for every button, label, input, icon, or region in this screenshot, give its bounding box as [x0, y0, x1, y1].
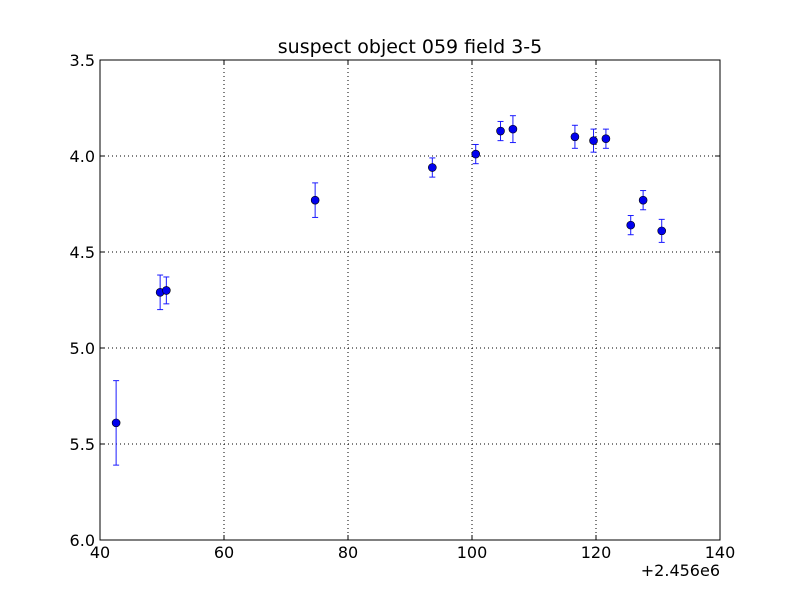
axes-frame — [99, 59, 721, 541]
data-point — [626, 220, 636, 230]
x-axis-offset-label: +2.456e6 — [641, 561, 720, 580]
chart-title: suspect object 059 field 3-5 — [278, 36, 543, 58]
x-tick-label: 100 — [457, 543, 488, 562]
data-point — [496, 126, 505, 136]
data-point — [570, 132, 580, 142]
x-tick-label: 120 — [581, 543, 612, 562]
y-tick-label: 5.0 — [70, 339, 95, 358]
data-point — [471, 149, 481, 159]
y-tick-label: 3.5 — [70, 51, 95, 70]
x-tick-labels: 40 60 80 100 120 140 — [90, 543, 735, 562]
x-tick-label: 40 — [90, 543, 110, 562]
data-point — [638, 195, 648, 205]
data-point — [657, 226, 667, 236]
data-point — [589, 136, 598, 145]
x-tick-label: 140 — [705, 543, 736, 562]
axis-ticks — [99, 59, 721, 541]
y-tick-label: 4.0 — [70, 147, 95, 166]
data-point — [601, 134, 611, 144]
x-tick-label: 80 — [338, 543, 358, 562]
data-point — [310, 195, 320, 205]
y-tick-label: 4.5 — [70, 243, 95, 262]
data-point — [508, 124, 518, 134]
data-markers — [111, 124, 667, 428]
data-point — [428, 163, 437, 172]
y-tick-labels: 3.5 4.0 4.5 5.0 5.5 6.0 — [70, 51, 95, 550]
data-point — [162, 286, 171, 295]
x-tick-label: 60 — [214, 543, 234, 562]
y-tick-label: 6.0 — [70, 531, 95, 550]
data-point — [111, 418, 121, 428]
y-tick-label: 5.5 — [70, 435, 95, 454]
plot-background — [100, 60, 720, 540]
plot-area — [99, 59, 721, 541]
